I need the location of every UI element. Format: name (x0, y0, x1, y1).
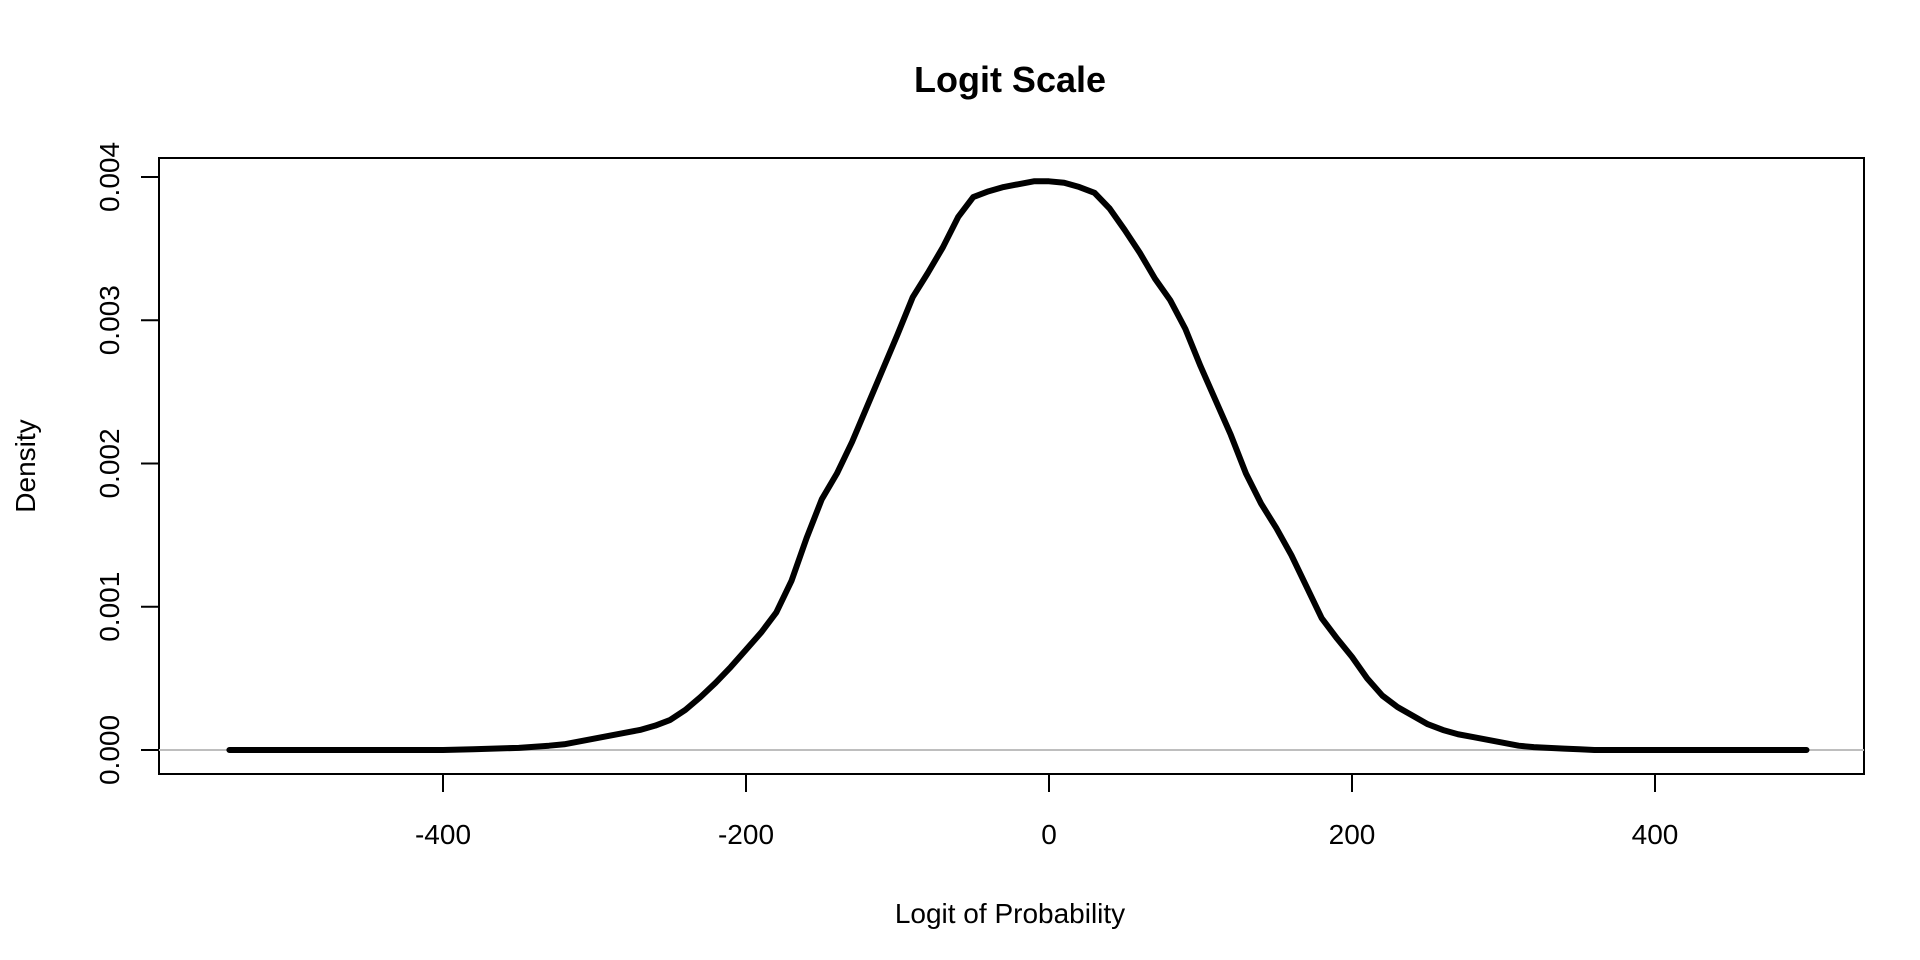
y-tick-label: 0.001 (94, 572, 125, 642)
x-tick-label: -400 (415, 819, 471, 850)
y-tick-label: 0.004 (94, 142, 125, 212)
y-tick-label: 0.002 (94, 428, 125, 498)
x-tick-label: -200 (718, 819, 774, 850)
plot-frame (158, 157, 1865, 775)
density-curve (226, 178, 1810, 753)
x-tick-label: 200 (1329, 819, 1376, 850)
x-tick-label: 400 (1632, 819, 1679, 850)
x-axis: -400 -200 0 200 400 (415, 773, 1679, 850)
y-tick-label: 0.000 (94, 715, 125, 785)
chart-title: Logit Scale (914, 59, 1106, 100)
x-axis-label: Logit of Probability (895, 898, 1125, 929)
y-axis-label: Density (10, 419, 41, 512)
y-axis: 0.000 0.001 0.002 0.003 0.004 (94, 142, 160, 785)
y-tick-label: 0.003 (94, 285, 125, 355)
x-tick-label: 0 (1041, 819, 1057, 850)
